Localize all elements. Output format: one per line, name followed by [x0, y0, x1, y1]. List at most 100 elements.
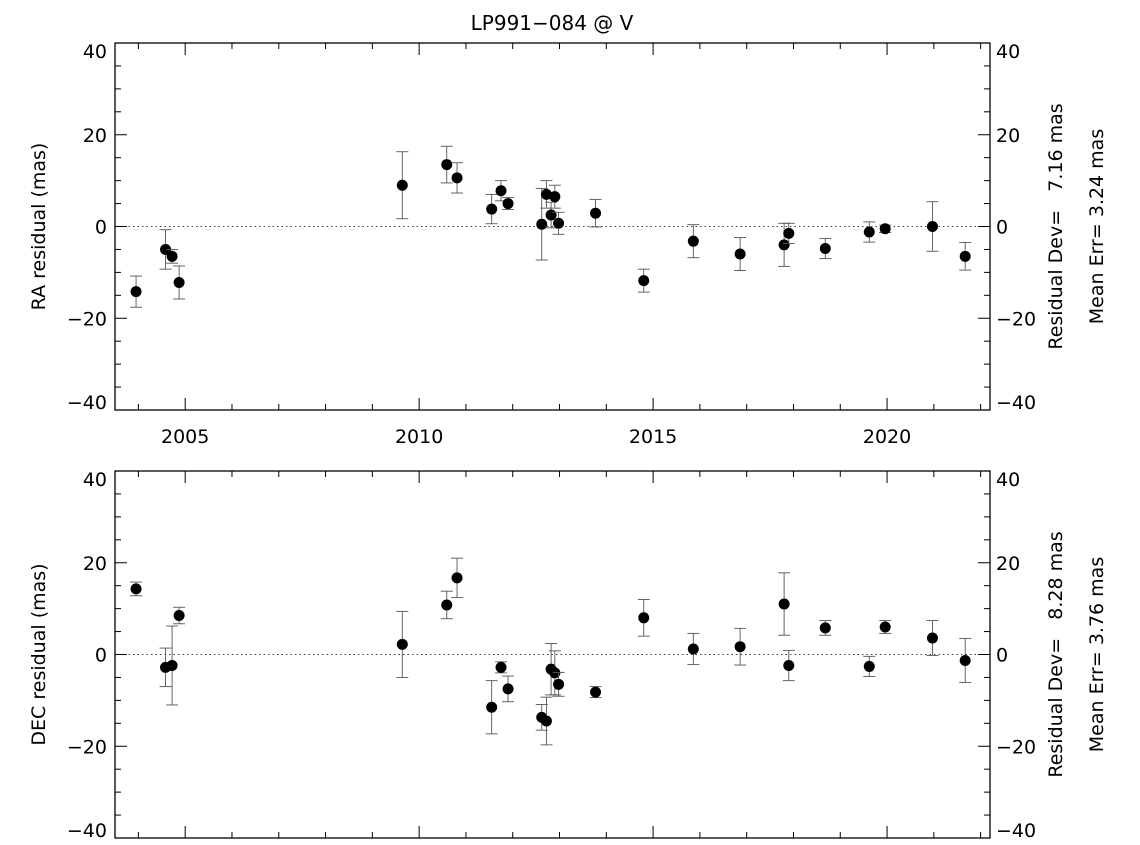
ra-marker	[441, 159, 453, 171]
ra-data-point	[130, 275, 143, 308]
ra-data-point	[548, 184, 561, 209]
dec-y-axis-title: DEC residual (mas)	[28, 563, 50, 745]
ra-marker	[502, 198, 514, 210]
ra-x-tick-label: 2020	[863, 426, 911, 448]
dec-marker	[819, 622, 831, 634]
ra-data-point	[863, 221, 876, 243]
dec-data-point	[778, 572, 791, 636]
dec-data-point	[959, 637, 972, 683]
dec-data-point	[495, 661, 508, 674]
dec-data-point	[819, 620, 832, 636]
ra-marker	[495, 185, 507, 197]
dec-marker	[926, 632, 938, 644]
dec-marker	[959, 654, 971, 666]
ra-marker	[160, 243, 172, 255]
ra-data-point	[159, 229, 172, 270]
dec-marker	[687, 643, 699, 655]
dec-data-point	[863, 655, 876, 677]
ra-marker	[166, 250, 178, 262]
ra-residual-dev-text: Residual Dev= 7.16 mas	[1045, 103, 1067, 349]
dec-residual-dev-text: Residual Dev= 8.28 mas	[1045, 531, 1067, 777]
dec-y-tick-label-right: 20	[996, 553, 1020, 575]
dec-data-point	[166, 625, 179, 706]
ra-marker	[173, 276, 185, 288]
dec-marker	[166, 660, 178, 672]
ra-data-point	[502, 197, 515, 210]
dec-marker	[486, 701, 498, 713]
dec-marker	[396, 638, 408, 650]
dec-data-point	[782, 649, 795, 682]
dec-data-point	[396, 610, 409, 678]
ra-data-point	[440, 145, 453, 184]
ra-y-axis-title: RA residual (mas)	[28, 143, 50, 311]
ra-mean-err-text: Mean Err= 3.24 mas	[1086, 129, 1108, 324]
ra-marker	[687, 235, 699, 247]
dec-marker	[734, 641, 746, 653]
ra-marker	[540, 188, 552, 200]
dec-marker	[638, 612, 650, 624]
dec-data-point	[440, 590, 453, 620]
dec-marker	[502, 683, 514, 695]
dec-data-point	[502, 675, 515, 703]
ra-y-tick-label-left: −20	[67, 308, 107, 330]
ra-marker	[549, 191, 561, 203]
ra-marker	[734, 248, 746, 260]
dec-data-point	[552, 671, 565, 697]
ra-marker	[783, 227, 795, 239]
ra-marker	[553, 217, 565, 229]
dec-y-tick-label-left: −40	[67, 820, 107, 840]
dec-marker	[540, 715, 552, 727]
dec-data-point	[734, 627, 747, 666]
ra-marker	[819, 243, 831, 255]
dec-mean-err-text: Mean Err= 3.76 mas	[1086, 557, 1108, 752]
ra-data-point	[485, 193, 498, 225]
dec-marker	[495, 661, 507, 673]
ra-data-point	[540, 180, 553, 209]
dec-data-point	[926, 620, 939, 656]
ra-data-point	[173, 265, 186, 300]
ra-y-tick-label-right: −20	[996, 308, 1036, 330]
ra-data-point	[166, 248, 179, 264]
ra-data-point	[535, 187, 548, 261]
ra-marker	[638, 275, 650, 287]
dec-data-point	[637, 599, 650, 637]
ra-marker	[486, 203, 498, 215]
ra-y-tick-label-right: −40	[996, 392, 1036, 414]
ra-marker	[396, 179, 408, 191]
dec-y-tick-label-right: −40	[996, 820, 1036, 840]
dec-data-point	[879, 620, 892, 634]
dec-marker	[783, 660, 795, 672]
ra-marker	[545, 209, 557, 221]
ra-data-point	[545, 201, 558, 229]
dec-marker	[778, 598, 790, 610]
ra-marker	[451, 172, 463, 184]
dec-data-point	[173, 606, 186, 625]
ra-y-tick-label-right: 20	[996, 125, 1020, 147]
ra-marker	[959, 250, 971, 262]
ra-data-point	[778, 222, 791, 267]
ra-marker	[778, 239, 790, 251]
ra-data-point	[819, 237, 832, 260]
ra-y-tick-label-left: 20	[83, 125, 107, 147]
ra-data-point	[734, 237, 747, 271]
ra-data-point	[637, 268, 650, 293]
dec-marker	[130, 583, 142, 595]
ra-data-point	[687, 224, 700, 259]
dec-y-tick-label-right: 40	[996, 469, 1020, 491]
ra-y-tick-label-right: 40	[996, 41, 1020, 63]
dec-y-tick-label-left: 0	[95, 645, 107, 667]
dec-marker	[173, 610, 185, 622]
dec-y-tick-label-left: −20	[67, 736, 107, 758]
dec-data-point	[687, 632, 700, 666]
dec-y-tick-label-left: 20	[83, 553, 107, 575]
dec-data-point	[589, 686, 602, 699]
ra-marker	[590, 207, 602, 219]
ra-marker	[926, 221, 938, 232]
chart-title: LP991−084 @ V	[471, 11, 634, 35]
dec-data-point	[451, 557, 464, 599]
ra-marker	[130, 286, 142, 298]
ra-data-point	[926, 201, 939, 252]
ra-y-tick-label-left: 0	[95, 217, 107, 239]
dec-y-tick-label-right: 0	[996, 645, 1008, 667]
dec-data-point	[540, 696, 553, 746]
